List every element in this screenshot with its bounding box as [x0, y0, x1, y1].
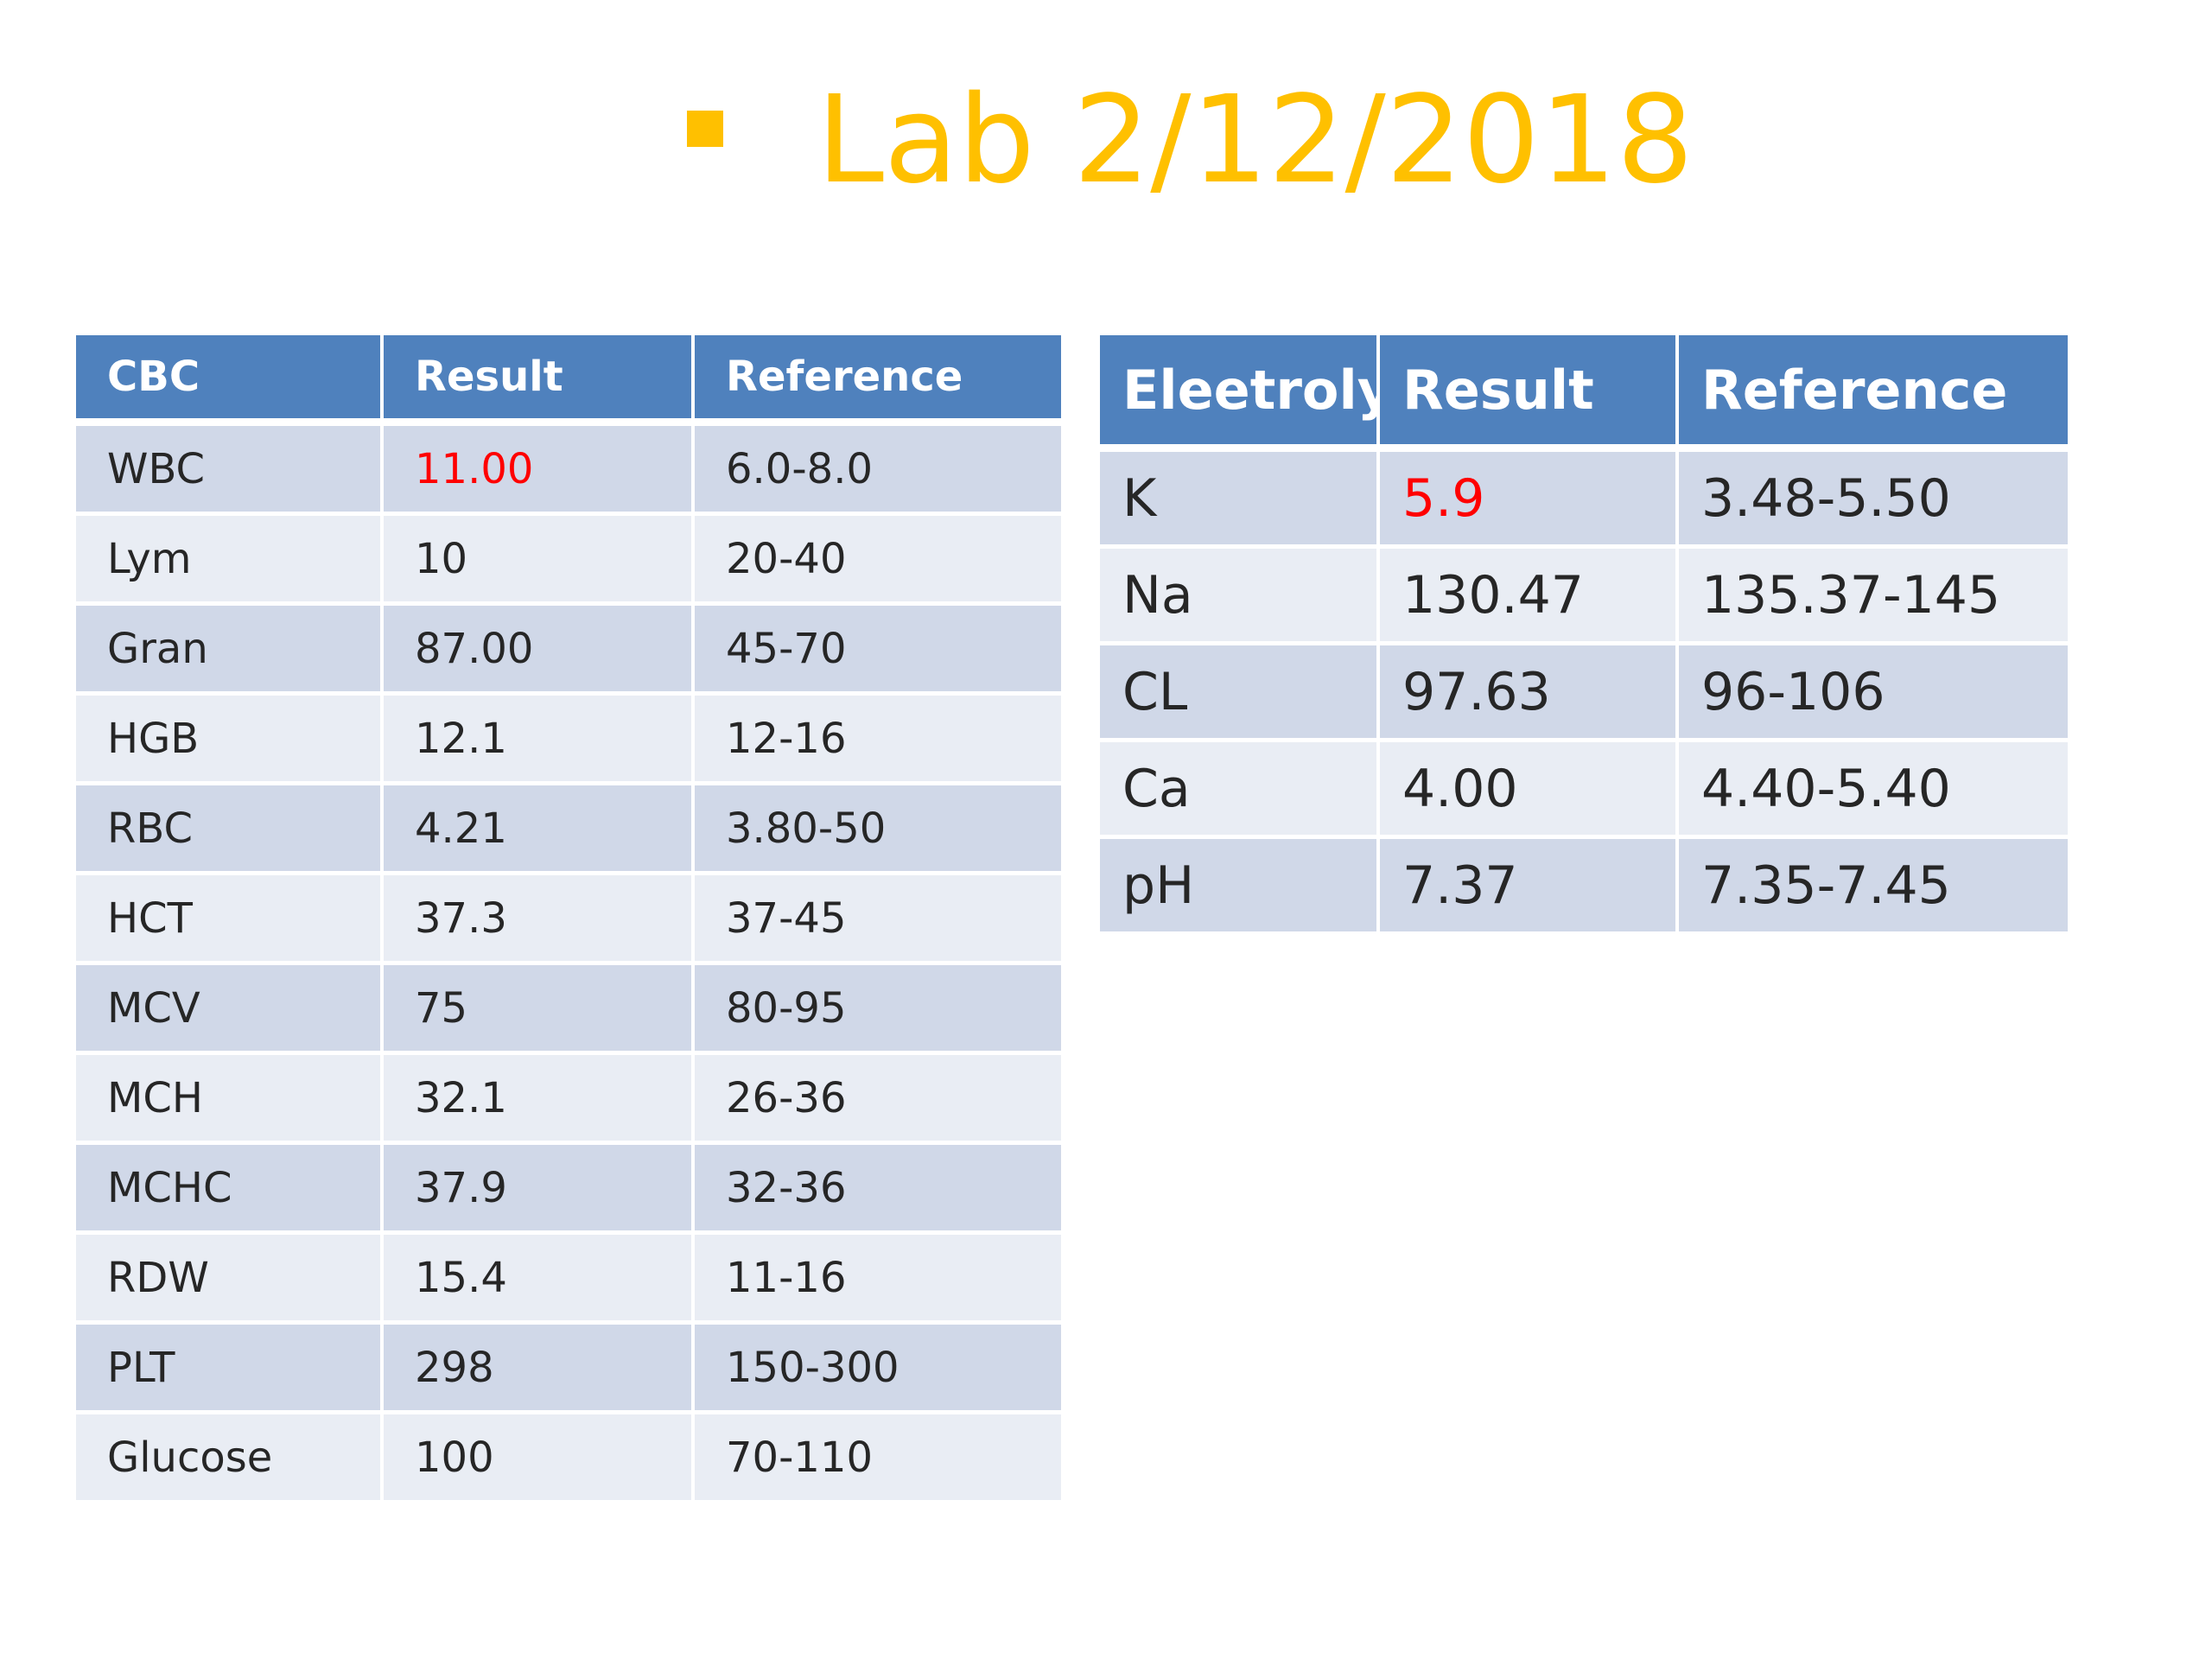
- cell-test-name: pH: [1100, 839, 1380, 936]
- cell-result: 130.47: [1380, 549, 1679, 645]
- cell-reference: 32-36: [695, 1145, 1065, 1235]
- cell-test-name: Lym: [76, 516, 384, 606]
- table-row: K 5.9 3.48-5.50: [1100, 452, 2071, 549]
- cell-reference: 80-95: [695, 965, 1065, 1055]
- cell-test-name: WBC: [76, 426, 384, 516]
- cell-test-name: HGB: [76, 696, 384, 785]
- cell-test-name: MCHC: [76, 1145, 384, 1235]
- cell-result: 97.63: [1380, 645, 1679, 742]
- square-bullet-icon: [687, 111, 723, 147]
- cell-result: 11.00: [384, 426, 695, 516]
- cell-reference: 3.80-50: [695, 785, 1065, 875]
- cell-reference: 70-110: [695, 1414, 1065, 1504]
- cell-reference: 3.48-5.50: [1679, 452, 2071, 549]
- cell-reference: 20-40: [695, 516, 1065, 606]
- cell-result: 12.1: [384, 696, 695, 785]
- cell-reference: 150-300: [695, 1325, 1065, 1414]
- table-row: CL 97.63 96-106: [1100, 645, 2071, 742]
- cell-result: 75: [384, 965, 695, 1055]
- cell-reference: 6.0-8.0: [695, 426, 1065, 516]
- table-row: HCT 37.3 37-45: [76, 875, 1065, 965]
- cell-result: 10: [384, 516, 695, 606]
- table-row: Glucose 100 70-110: [76, 1414, 1065, 1504]
- cell-result: 7.37: [1380, 839, 1679, 936]
- cell-test-name: Glucose: [76, 1414, 384, 1504]
- cell-test-name: Gran: [76, 606, 384, 696]
- cell-reference: 4.40-5.40: [1679, 742, 2071, 839]
- cell-test-name: PLT: [76, 1325, 384, 1414]
- table-row: MCHC 37.9 32-36: [76, 1145, 1065, 1235]
- cell-test-name: RBC: [76, 785, 384, 875]
- table-row: RBC 4.21 3.80-50: [76, 785, 1065, 875]
- electrolyte-table: Eleetroly Result Reference K 5.9 3.48-5.50…: [1100, 335, 2071, 936]
- table-row: PLT 298 150-300: [76, 1325, 1065, 1414]
- cell-reference: 26-36: [695, 1055, 1065, 1145]
- column-header-reference: Reference: [695, 335, 1065, 426]
- table-row: RDW 15.4 11-16: [76, 1235, 1065, 1325]
- table-row: Lym 10 20-40: [76, 516, 1065, 606]
- table-row: HGB 12.1 12-16: [76, 696, 1065, 785]
- table-row: MCV 75 80-95: [76, 965, 1065, 1055]
- table-row: WBC 11.00 6.0-8.0: [76, 426, 1065, 516]
- cell-result: 298: [384, 1325, 695, 1414]
- cell-reference: 7.35-7.45: [1679, 839, 2071, 936]
- cell-reference: 12-16: [695, 696, 1065, 785]
- cell-reference: 96-106: [1679, 645, 2071, 742]
- table-row: MCH 32.1 26-36: [76, 1055, 1065, 1145]
- table-row: Ca 4.00 4.40-5.40: [1100, 742, 2071, 839]
- cell-test-name: RDW: [76, 1235, 384, 1325]
- electrolyte-header-row: Eleetroly Result Reference: [1100, 335, 2071, 452]
- cell-result: 87.00: [384, 606, 695, 696]
- cell-test-name: MCV: [76, 965, 384, 1055]
- cell-result: 4.00: [1380, 742, 1679, 839]
- column-header-result: Result: [384, 335, 695, 426]
- cell-test-name: K: [1100, 452, 1380, 549]
- cell-test-name: Na: [1100, 549, 1380, 645]
- table-row: Gran 87.00 45-70: [76, 606, 1065, 696]
- cell-reference: 11-16: [695, 1235, 1065, 1325]
- column-header-test: CBC: [76, 335, 384, 426]
- cell-reference: 135.37-145: [1679, 549, 2071, 645]
- cell-reference: 37-45: [695, 875, 1065, 965]
- cbc-table: CBC Result Reference WBC 11.00 6.0-8.0 Lym 1…: [76, 335, 1065, 1504]
- cell-test-name: CL: [1100, 645, 1380, 742]
- cell-result: 37.3: [384, 875, 695, 965]
- column-header-test: Eleetroly: [1100, 335, 1380, 452]
- table-row: Na 130.47 135.37-145: [1100, 549, 2071, 645]
- cell-result: 37.9: [384, 1145, 695, 1235]
- cell-result: 4.21: [384, 785, 695, 875]
- cell-test-name: HCT: [76, 875, 384, 965]
- cell-reference: 45-70: [695, 606, 1065, 696]
- cell-result: 32.1: [384, 1055, 695, 1145]
- title-text: Lab 2/12/2018: [817, 70, 1694, 211]
- cell-result: 100: [384, 1414, 695, 1504]
- slide-title: Lab 2/12/2018: [0, 67, 2212, 214]
- cell-result: 5.9: [1380, 452, 1679, 549]
- cbc-header-row: CBC Result Reference: [76, 335, 1065, 426]
- column-header-result: Result: [1380, 335, 1679, 452]
- cell-test-name: Ca: [1100, 742, 1380, 839]
- table-row: pH 7.37 7.35-7.45: [1100, 839, 2071, 936]
- cell-result: 15.4: [384, 1235, 695, 1325]
- column-header-reference: Reference: [1679, 335, 2071, 452]
- cell-test-name: MCH: [76, 1055, 384, 1145]
